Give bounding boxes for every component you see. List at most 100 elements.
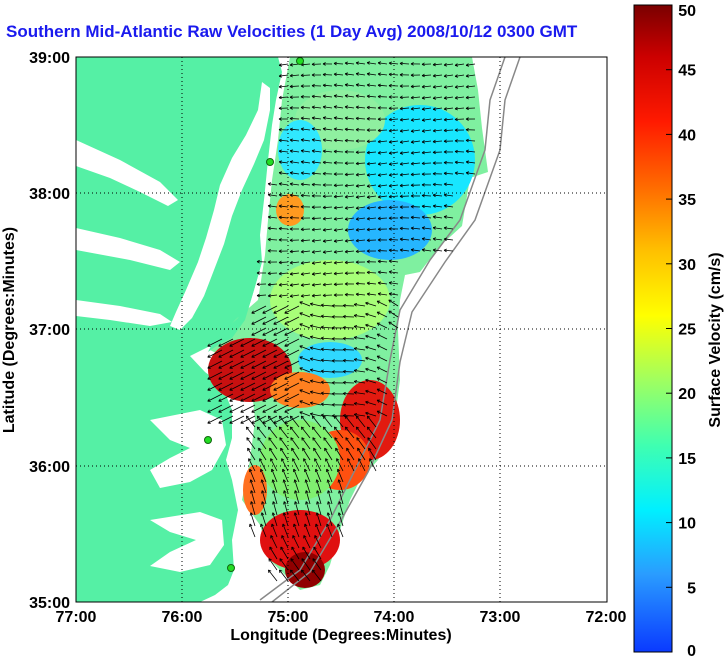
velocity-arrow (256, 294, 267, 297)
velocity-arrow (305, 501, 311, 516)
velocity-arrow-head (377, 83, 381, 86)
velocity-arrow-head (376, 388, 380, 392)
velocity-arrow (355, 283, 366, 285)
velocity-arrow-head (443, 75, 448, 78)
velocity-arrow-head (355, 195, 359, 198)
velocity-arrow (399, 227, 410, 230)
velocity-arrow (279, 272, 289, 275)
velocity-arrow-head (366, 61, 371, 64)
velocity-arrow (356, 62, 366, 65)
velocity-arrow (299, 301, 311, 307)
velocity-arrow-head (355, 185, 360, 188)
velocity-arrow-head (331, 382, 335, 385)
velocity-arrow-head (377, 173, 381, 176)
velocity-arrow-head (366, 282, 370, 286)
velocity-arrow-head (284, 354, 287, 358)
velocity-arrow-head (388, 106, 392, 109)
velocity-arrow-head (300, 262, 305, 265)
velocity-arrow (310, 358, 322, 362)
velocity-arrow (323, 261, 333, 264)
velocity-arrow (389, 249, 399, 252)
velocity-arrow (273, 327, 289, 336)
velocity-arrow-head (355, 292, 359, 295)
velocity-arrow-head (320, 413, 324, 416)
velocity-arrow (455, 74, 465, 77)
velocity-arrow-head (366, 141, 370, 144)
velocity-arrow-head (443, 160, 447, 163)
velocity-arrow-head (304, 523, 308, 527)
velocity-arrow-head (344, 62, 348, 66)
velocity-arrow-head (410, 140, 414, 143)
velocity-arrow-head (377, 141, 381, 144)
velocity-arrow-head (432, 238, 436, 241)
velocity-arrow-head (421, 75, 425, 78)
velocity-arrow-head (399, 238, 403, 242)
velocity-arrow-head (432, 227, 436, 230)
velocity-arrow-head (311, 261, 315, 264)
velocity-arrow-head (278, 129, 282, 132)
velocity-arrow-head (465, 160, 470, 163)
velocity-arrow (433, 85, 443, 88)
velocity-arrow-head (333, 294, 337, 297)
velocity-arrow-head (322, 240, 327, 243)
velocity-arrow-head (284, 376, 287, 380)
velocity-arrow-head (410, 73, 414, 76)
velocity-arrow (345, 217, 355, 220)
velocity-arrow-head (443, 107, 447, 110)
velocity-arrow (207, 371, 223, 380)
velocity-arrow-head (443, 139, 447, 142)
velocity-arrow-head (410, 141, 415, 144)
velocity-arrow (334, 250, 344, 253)
velocity-arrow (268, 569, 278, 582)
velocity-arrow-head (410, 249, 414, 252)
velocity-arrow (312, 415, 322, 428)
velocity-arrow (290, 415, 300, 428)
velocity-arrow-head (365, 356, 369, 359)
velocity-arrow-head (377, 130, 381, 133)
velocity-arrow-head (299, 389, 302, 393)
velocity-arrow-head (377, 139, 381, 143)
velocity-arrow-head (443, 97, 448, 100)
velocity-arrow-head (421, 150, 425, 154)
velocity-arrow-head (344, 249, 348, 253)
velocity-arrow-head (300, 284, 305, 287)
velocity-arrow (411, 118, 421, 121)
velocity-arrow-head (333, 229, 338, 232)
velocity-arrow-head (410, 84, 414, 87)
velocity-arrow-head (311, 273, 316, 276)
velocity-arrow-head (322, 160, 326, 163)
velocity-arrow (240, 371, 256, 380)
velocity-arrow (262, 338, 278, 347)
velocity-arrow-head (366, 270, 370, 273)
velocity-arrow-head (388, 173, 392, 176)
velocity-arrow-head (454, 117, 458, 120)
velocity-arrow-head (294, 501, 298, 504)
velocity-arrow-head (338, 501, 342, 504)
velocity-arrow (333, 195, 344, 198)
velocity-arrow-head (311, 216, 315, 219)
velocity-arrow (294, 490, 300, 505)
velocity-arrow-head (311, 94, 315, 97)
station-marker (227, 564, 235, 572)
velocity-arrow-head (465, 172, 469, 175)
velocity-arrow (268, 294, 278, 297)
velocity-arrow (333, 272, 344, 275)
velocity-arrow (240, 415, 256, 424)
velocity-arrow-head (454, 161, 458, 165)
velocity-arrow-head (366, 218, 370, 221)
velocity-arrow (333, 62, 344, 65)
velocity-arrow (273, 360, 289, 369)
velocity-arrow-head (267, 204, 272, 207)
velocity-arrow-head (311, 106, 315, 110)
velocity-arrow-head (377, 118, 381, 121)
velocity-arrow-head (410, 237, 415, 240)
velocity-arrow (335, 447, 344, 461)
velocity-arrow-head (410, 152, 415, 155)
velocity-arrow (316, 501, 322, 516)
velocity-arrow (367, 84, 377, 87)
velocity-arrow-head (262, 376, 265, 380)
velocity-arrow-head (353, 313, 358, 316)
velocity-arrow-head (289, 193, 293, 196)
velocity-arrow-head (315, 479, 318, 483)
velocity-arrow-head (260, 523, 264, 527)
